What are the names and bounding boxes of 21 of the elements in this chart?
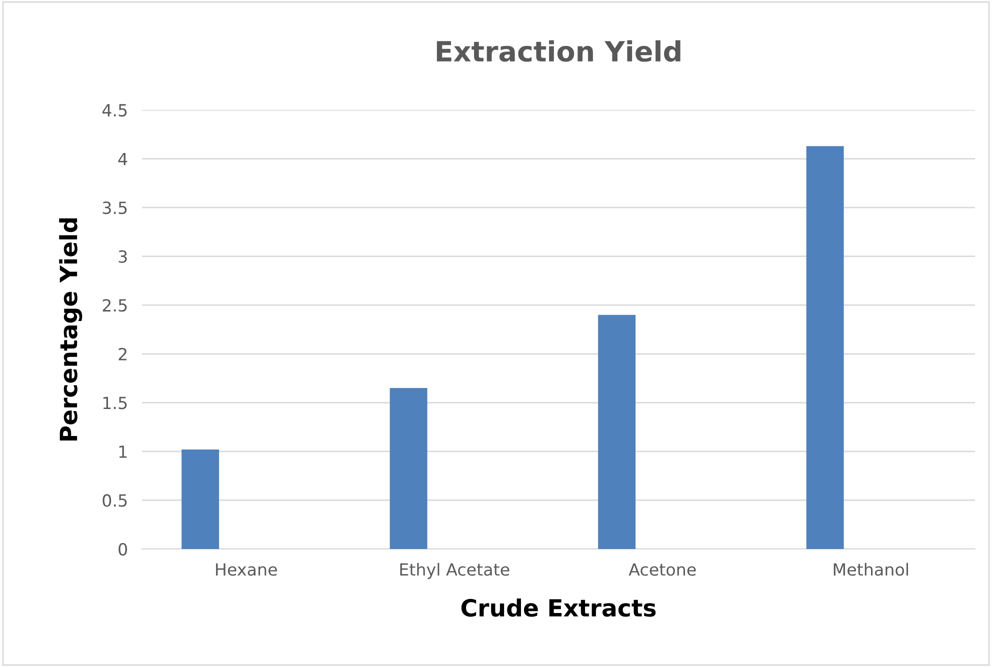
x-axis-title: Crude Extracts bbox=[461, 598, 656, 617]
y-tick-label: 3.5 bbox=[102, 202, 127, 214]
y-axis-title: Percentage Yield bbox=[59, 218, 82, 440]
y-tick-label: 4.5 bbox=[102, 104, 127, 117]
x-tick-label: Ethyl Acetate bbox=[400, 562, 510, 580]
bar bbox=[390, 388, 428, 549]
bar bbox=[806, 146, 844, 549]
x-tick-label: Hexane bbox=[216, 563, 277, 576]
bar bbox=[182, 449, 220, 549]
x-tick-label: Methanol bbox=[834, 562, 908, 576]
y-tick-label: 2 bbox=[118, 348, 126, 360]
x-tick-label: Acetone bbox=[628, 563, 696, 576]
bar bbox=[598, 314, 636, 549]
y-tick-label: 0 bbox=[118, 542, 128, 556]
y-tick-label: 2.5 bbox=[102, 299, 127, 312]
y-tick-label: 1.5 bbox=[103, 396, 127, 410]
y-tick-label: 4 bbox=[118, 152, 128, 166]
y-tick-label: 3 bbox=[118, 250, 127, 263]
chart-title: Extraction Yield bbox=[436, 40, 680, 62]
y-tick-label: 1 bbox=[119, 446, 127, 458]
y-tick-label: 0.5 bbox=[102, 494, 127, 507]
